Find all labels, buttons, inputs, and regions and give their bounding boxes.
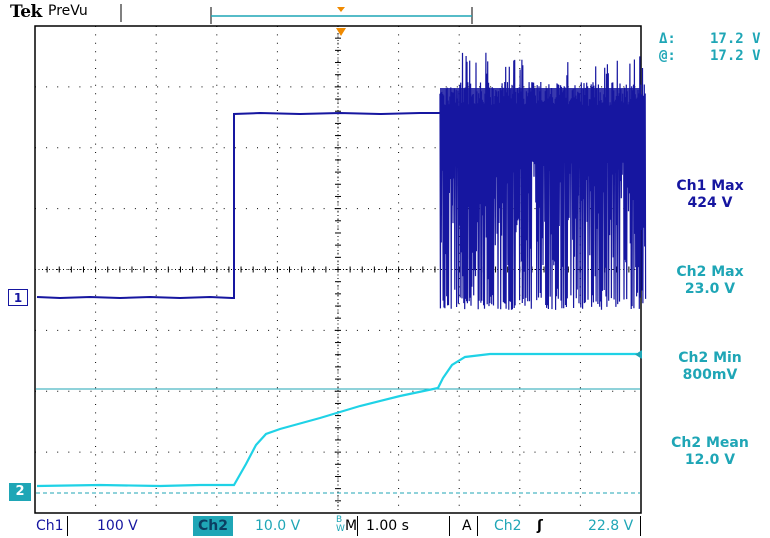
status-divider xyxy=(477,516,478,536)
delta-value: 17.2 V xyxy=(710,31,761,47)
status-divider xyxy=(640,516,641,536)
time-label: M xyxy=(345,518,358,534)
ch1-scale[interactable]: 100 V xyxy=(97,518,138,534)
bw-sub: W xyxy=(336,524,345,534)
ch2-waveform xyxy=(36,352,637,488)
ch1-marker-label: 1 xyxy=(13,291,23,305)
trigger-mode[interactable]: A xyxy=(462,518,472,534)
measurement-value: 800mV xyxy=(682,367,738,383)
record-view-bar xyxy=(210,7,473,24)
at-label: @: xyxy=(659,48,676,64)
measurement-ch2-mean: Ch2 Mean 12.0 V xyxy=(650,435,770,469)
bw-flag: B xyxy=(336,515,343,525)
brand-logo: Tek xyxy=(10,2,42,22)
bandwidth-limit-icon: B W xyxy=(336,516,345,534)
status-divider xyxy=(357,516,358,536)
measurement-label: Ch2 Max xyxy=(676,264,744,280)
status-divider xyxy=(67,516,68,536)
ch1-label[interactable]: Ch1 xyxy=(36,518,64,534)
measurement-value: 23.0 V xyxy=(684,281,736,297)
ch1-burst-band xyxy=(440,88,640,148)
trigger-slope-icon[interactable]: ʃ xyxy=(537,518,543,534)
measurement-ch2-max: Ch2 Max 23.0 V xyxy=(650,264,770,298)
measurement-label: Ch1 Max xyxy=(676,178,744,194)
ch2-label: Ch2 xyxy=(198,518,228,534)
ch2-label-box[interactable]: Ch2 xyxy=(193,516,233,536)
ch1-waveform xyxy=(36,52,647,310)
acquisition-mode: PreVu xyxy=(48,3,88,19)
ch2-trigger-level-arrow xyxy=(635,350,642,359)
ch2-marker[interactable]: 2 xyxy=(9,483,31,501)
at-value: 17.2 V xyxy=(710,48,761,64)
measurement-ch1-max: Ch1 Max 424 V xyxy=(650,178,770,212)
delta-label: Δ: xyxy=(659,31,676,47)
ch2-marker-label: 2 xyxy=(15,484,25,499)
measurement-ch2-min: Ch2 Min 800mV xyxy=(650,350,770,384)
measurement-value: 12.0 V xyxy=(684,452,736,468)
ch1-marker[interactable]: 1 xyxy=(8,289,28,306)
measurement-value: 424 V xyxy=(687,195,733,211)
trigger-source[interactable]: Ch2 xyxy=(494,518,522,534)
brand-text: Tek xyxy=(10,2,42,22)
status-divider xyxy=(449,516,450,536)
record-trigger-marker xyxy=(337,7,345,12)
trigger-level[interactable]: 22.8 V xyxy=(588,518,634,534)
time-scale[interactable]: 1.00 s xyxy=(366,518,409,534)
measurement-label: Ch2 Min xyxy=(678,350,742,366)
ch2-scale[interactable]: 10.0 V xyxy=(255,518,301,534)
measurement-label: Ch2 Mean xyxy=(671,435,749,451)
trigger-position-marker xyxy=(336,28,346,36)
